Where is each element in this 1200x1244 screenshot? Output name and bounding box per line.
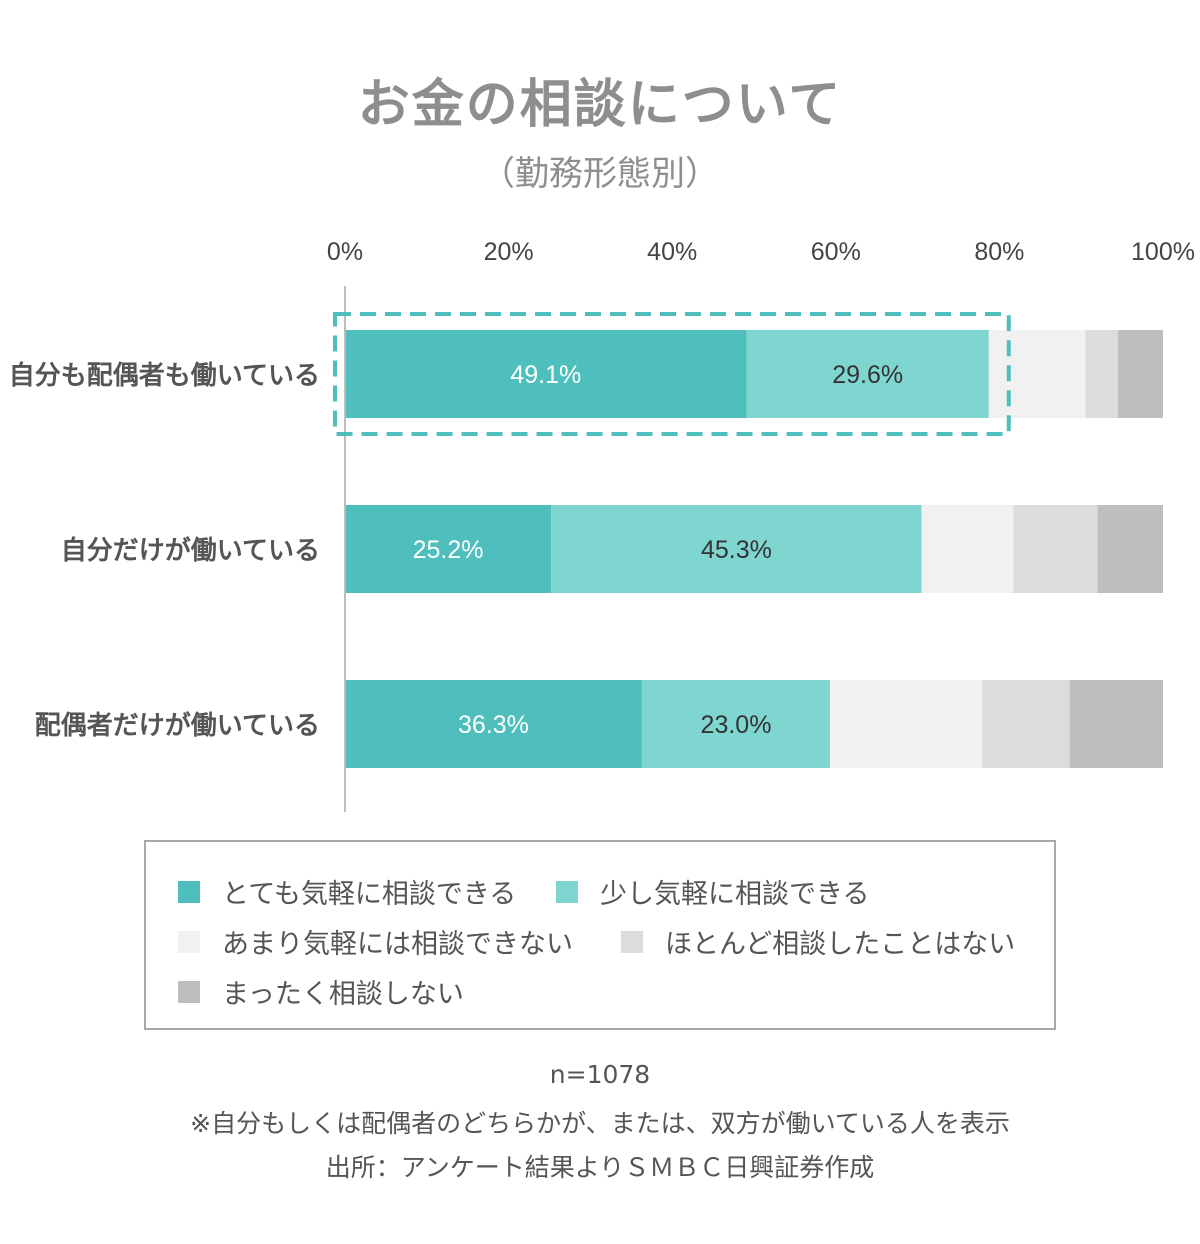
bar-segment [982, 680, 1070, 768]
legend-label: ほとんど相談したことはない [665, 929, 1016, 960]
legend-item: まったく相談しない [178, 972, 464, 1011]
data-label: 29.6% [832, 361, 903, 389]
bar-segment [1013, 505, 1098, 593]
stacked-bar-chart: 0% 20% 40% 60% 80% 100% 49.1% 29.6% 自分も配偶者も働いている… [9, 238, 1195, 812]
legend: とても気軽に相談できる 少し気軽に相談できる あまり気軽には相談できない ほとん… [144, 840, 1056, 1030]
bar-segment [1097, 505, 1163, 593]
bar-segment [345, 330, 747, 418]
bar-segment [551, 505, 922, 593]
bar-segment [641, 680, 831, 768]
legend-label: 少し気軽に相談できる [600, 879, 870, 910]
legend-label: とても気軽に相談できる [222, 879, 517, 910]
bar-segment [345, 505, 552, 593]
data-label: 49.1% [510, 361, 581, 389]
bar-segment [1085, 330, 1119, 418]
legend-label: あまり気軽には相談できない [222, 929, 573, 960]
legend-item: あまり気軽には相談できない [178, 922, 573, 961]
x-tick-label: 100% [1131, 238, 1195, 266]
category-label: 配偶者だけが働いている [35, 710, 320, 741]
bar-segment [1069, 680, 1163, 768]
data-label: 25.2% [413, 536, 484, 564]
bar-segment [345, 680, 642, 768]
legend-item: 少し気軽に相談できる [556, 872, 869, 911]
sample-size-note: n=1078 [549, 1060, 651, 1089]
data-label: 45.3% [701, 536, 772, 564]
legend-swatch [178, 980, 200, 1003]
x-tick-label: 20% [484, 238, 534, 266]
source-note: 出所：アンケート結果よりＳＭＢＣ日興証券作成 [325, 1153, 875, 1182]
chart-title: お金の相談について [357, 75, 843, 135]
highlight-dashed-box [333, 312, 1011, 436]
data-label: 36.3% [458, 711, 529, 739]
bar-segment [830, 680, 983, 768]
bar-segment [1118, 330, 1163, 418]
bar-segment [921, 505, 1014, 593]
legend-item: ほとんど相談したことはない [621, 922, 1015, 961]
category-label: 自分も配偶者も働いている [9, 360, 320, 391]
x-tick-label: 60% [811, 238, 861, 266]
legend-swatch [556, 880, 578, 903]
x-tick-label: 80% [974, 238, 1024, 266]
bar-segment [988, 330, 1086, 418]
category-label: 自分だけが働いている [61, 535, 320, 566]
legend-swatch [621, 930, 643, 953]
legend-item: とても気軽に相談できる [178, 872, 516, 911]
remark-note: ※自分もしくは配偶者のどちらかが、または、双方が働いている人を表示 [190, 1109, 1010, 1138]
legend-swatch [178, 880, 200, 903]
x-tick-label: 40% [647, 238, 697, 266]
x-tick-label: 0% [327, 238, 363, 266]
data-label: 23.0% [701, 711, 772, 739]
bar-segment [746, 330, 989, 418]
legend-swatch [178, 930, 200, 953]
chart-subtitle: （勤務形態別） [481, 154, 719, 194]
legend-label: まったく相談しない [222, 979, 464, 1010]
